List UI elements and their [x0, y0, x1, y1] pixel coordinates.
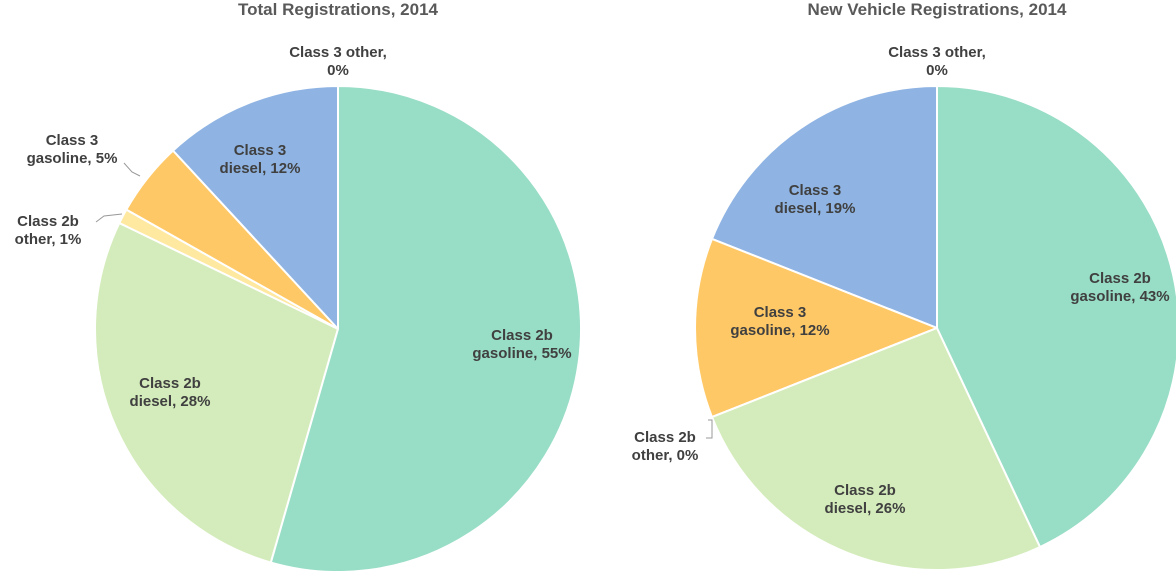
leader-line	[123, 162, 141, 177]
pie-slice	[694, 237, 940, 419]
slice-label: Class 2b diesel, 28%	[129, 375, 211, 410]
slice-label: Class 2b diesel, 26%	[824, 482, 906, 517]
slice-label: Class 3 gasoline, 12%	[730, 304, 830, 339]
slice-label: Class 3 diesel, 12%	[219, 142, 301, 177]
slice-label: Class 2b gasoline, 55%	[472, 327, 572, 362]
leader-line	[95, 213, 123, 223]
leader-line	[706, 419, 713, 439]
pie-slice	[710, 326, 1042, 571]
slice-label: Class 3 gasoline, 5%	[26, 132, 118, 167]
slice-label: Class 3 other, 0%	[888, 44, 986, 79]
pie-slice	[269, 84, 582, 571]
slice-label: Class 2b other, 1%	[14, 213, 82, 248]
pie-slice	[171, 84, 339, 332]
pie-slice	[710, 84, 938, 330]
pie-slice	[936, 84, 1176, 549]
slice-label: Class 3 other, 0%	[289, 44, 387, 79]
pie-slice	[94, 221, 340, 564]
chart-title: New Vehicle Registrations, 2014	[807, 0, 1067, 19]
slice-label: Class 2b other, 0%	[631, 429, 699, 464]
slice-label: Class 2b gasoline, 43%	[1070, 270, 1170, 305]
slice-label: Class 3 diesel, 19%	[774, 182, 856, 217]
chart-title: Total Registrations, 2014	[238, 0, 438, 19]
